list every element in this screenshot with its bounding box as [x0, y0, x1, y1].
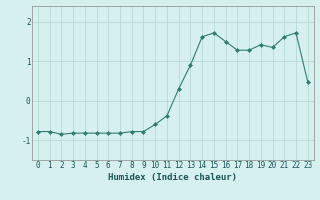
X-axis label: Humidex (Indice chaleur): Humidex (Indice chaleur) — [108, 173, 237, 182]
